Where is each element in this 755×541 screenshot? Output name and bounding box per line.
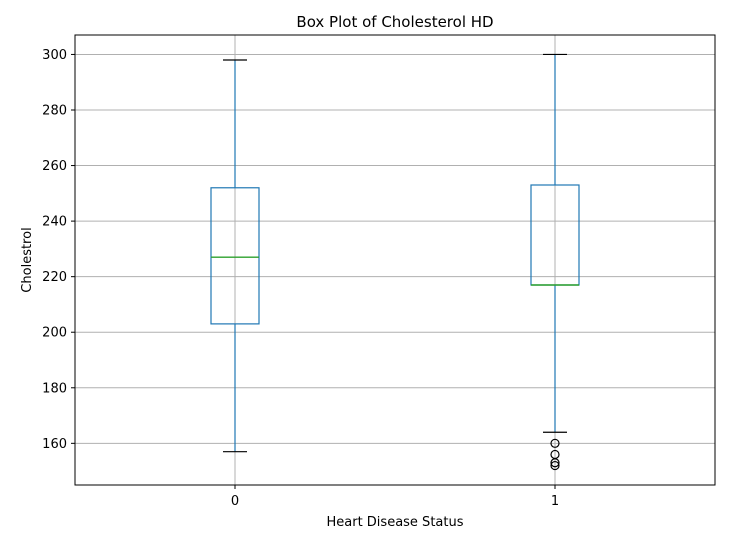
y-tick-label: 240 xyxy=(42,215,67,230)
y-tick-label: 160 xyxy=(42,437,67,452)
outlier-point xyxy=(550,458,560,468)
y-tick-label: 260 xyxy=(42,159,67,174)
outlier-point xyxy=(550,438,560,448)
box-group-1 xyxy=(530,53,580,471)
y-tick-label: 300 xyxy=(42,48,67,63)
chart-title: Box Plot of Cholesterol HD xyxy=(296,13,493,31)
x-tick-label: 1 xyxy=(551,494,559,509)
y-tick-label: 280 xyxy=(42,104,67,119)
y-tick-label: 180 xyxy=(42,381,67,396)
box-group-0 xyxy=(210,59,260,453)
plot-frame xyxy=(74,34,716,486)
outlier-point xyxy=(550,460,560,471)
iqr-box xyxy=(210,187,260,325)
x-axis-label: Heart Disease Status xyxy=(326,515,463,530)
grid-layer xyxy=(75,35,715,485)
y-tick-label: 200 xyxy=(42,326,67,341)
tick-layer: 160 180 200 220 240 260 280 300 0 1 xyxy=(42,48,559,509)
y-tick-label: 220 xyxy=(42,270,67,285)
x-tick-label: 0 xyxy=(231,494,239,509)
y-axis-label: Cholestrol xyxy=(20,227,35,292)
box-layer xyxy=(210,53,580,471)
